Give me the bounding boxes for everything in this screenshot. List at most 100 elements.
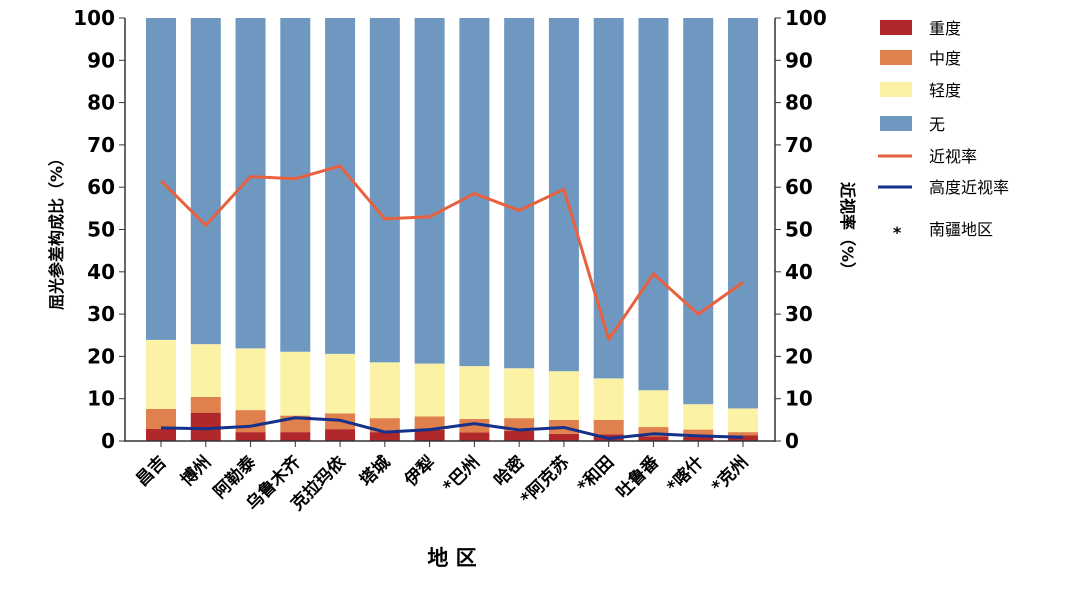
y2-axis-title: 近视率（%） [838,182,857,278]
axes-layer: 0 0 10 10 20 20 30 30 40 40 50 50 60 60 70 70 80 80 90 90 10… [73,6,827,515]
bar-重度 [325,429,356,441]
bar-中度 [235,410,266,433]
bar-轻度 [638,390,669,428]
bar-轻度 [593,378,624,420]
x-tick-label: *克州 [707,452,752,497]
y-tick-label-right: 10 [785,387,813,411]
legend-label: 高度近视率 [929,178,1009,197]
y-tick-label-left: 90 [87,48,115,72]
legend-label: 南疆地区 [929,220,993,239]
bar-轻度 [190,344,221,398]
bar-重度 [638,436,669,441]
x-tick-label: 伊犁 [400,452,440,492]
bar-无 [146,18,176,340]
bar-无 [235,18,266,349]
bar-轻度 [414,363,445,417]
bar-轻度 [548,371,579,420]
line-近视率 [159,164,744,341]
x-axis-title: 地 区 [427,546,476,570]
bar-轻度 [146,339,176,409]
bar-轻度 [235,348,266,411]
bars-layer [146,18,758,441]
y-tick-label-left: 40 [87,260,115,284]
y-tick-label-right: 70 [785,133,813,157]
bar-轻度 [683,404,714,430]
bar-轻度 [280,351,311,416]
bar-无 [728,18,758,409]
legend-label: 无 [929,115,945,134]
y-tick-label-left: 10 [87,387,115,411]
bar-中度 [414,416,445,431]
y-tick-label-left: 60 [87,175,115,199]
x-tick-label: *喀什 [663,452,708,497]
legend-label: 轻度 [929,81,961,100]
legend-label: 中度 [929,49,961,68]
x-tick-label: *和田 [574,452,618,496]
legend-label: 近视率 [929,147,977,166]
y-tick-label-left: 70 [87,133,115,157]
y-tick-label-right: 90 [785,48,813,72]
bar-无 [325,18,356,354]
line-高度近视率 [160,416,744,440]
bar-重度 [728,435,758,441]
bar-轻度 [459,366,490,420]
x-tick-label: 哈密 [490,452,529,491]
bar-重度 [235,432,266,441]
bar-无 [280,18,311,352]
legend-swatch-无 [880,116,912,131]
y-tick-label-right: 60 [785,175,813,199]
y-tick-label-right: 80 [785,91,813,115]
bar-轻度 [728,408,758,433]
bar-中度 [728,432,758,436]
bar-重度 [146,428,176,441]
bar-无 [638,18,669,391]
bar-重度 [414,430,445,441]
x-tick-label: *阿克苏 [516,452,573,509]
y-axis-title: 屈光参差构成比（%） [47,150,66,310]
bar-中度 [190,397,221,413]
legend-label: 重度 [929,19,961,38]
y-tick-label-right: 40 [785,260,813,284]
bar-中度 [683,429,714,437]
bar-轻度 [325,353,356,414]
y-tick-label-left: 20 [87,344,115,368]
y-tick-label-left: 50 [87,218,115,242]
bar-中度 [459,419,490,433]
bar-中度 [146,408,176,429]
x-tick-label: 昌吉 [132,452,170,490]
legend-swatch-重度 [880,20,912,35]
bar-无 [504,18,535,369]
legend-swatch-中度 [880,50,912,65]
y-tick-label-right: 20 [785,344,813,368]
bar-重度 [459,432,490,441]
bar-重度 [504,430,535,441]
bar-中度 [638,427,669,437]
y-tick-label-left: 80 [87,91,115,115]
bar-轻度 [504,368,535,419]
y-tick-label-right: 30 [785,302,813,326]
y-tick-label-left: 30 [87,302,115,326]
x-tick-label: 吐鲁番 [612,451,664,503]
legend-swatch-轻度 [880,82,912,97]
y-tick-label-right: 0 [785,429,799,453]
bar-无 [593,18,624,379]
bar-轻度 [369,362,400,419]
bar-重度 [683,436,714,441]
bar-无 [414,18,445,364]
bar-重度 [369,432,400,441]
x-tick-label: 塔城 [355,452,394,491]
x-tick-label: *巴州 [439,452,483,496]
bar-重度 [280,432,311,441]
lines-layer [159,164,744,440]
y-tick-label-left: 100 [73,6,115,30]
x-tick-label: 博州 [176,452,215,491]
legend-marker: * [893,223,902,242]
y-tick-label-right: 50 [785,218,813,242]
y-tick-label-right: 100 [785,6,827,30]
bar-无 [683,18,714,405]
bar-无 [369,18,400,363]
bar-重度 [548,433,579,441]
bar-无 [190,18,221,345]
